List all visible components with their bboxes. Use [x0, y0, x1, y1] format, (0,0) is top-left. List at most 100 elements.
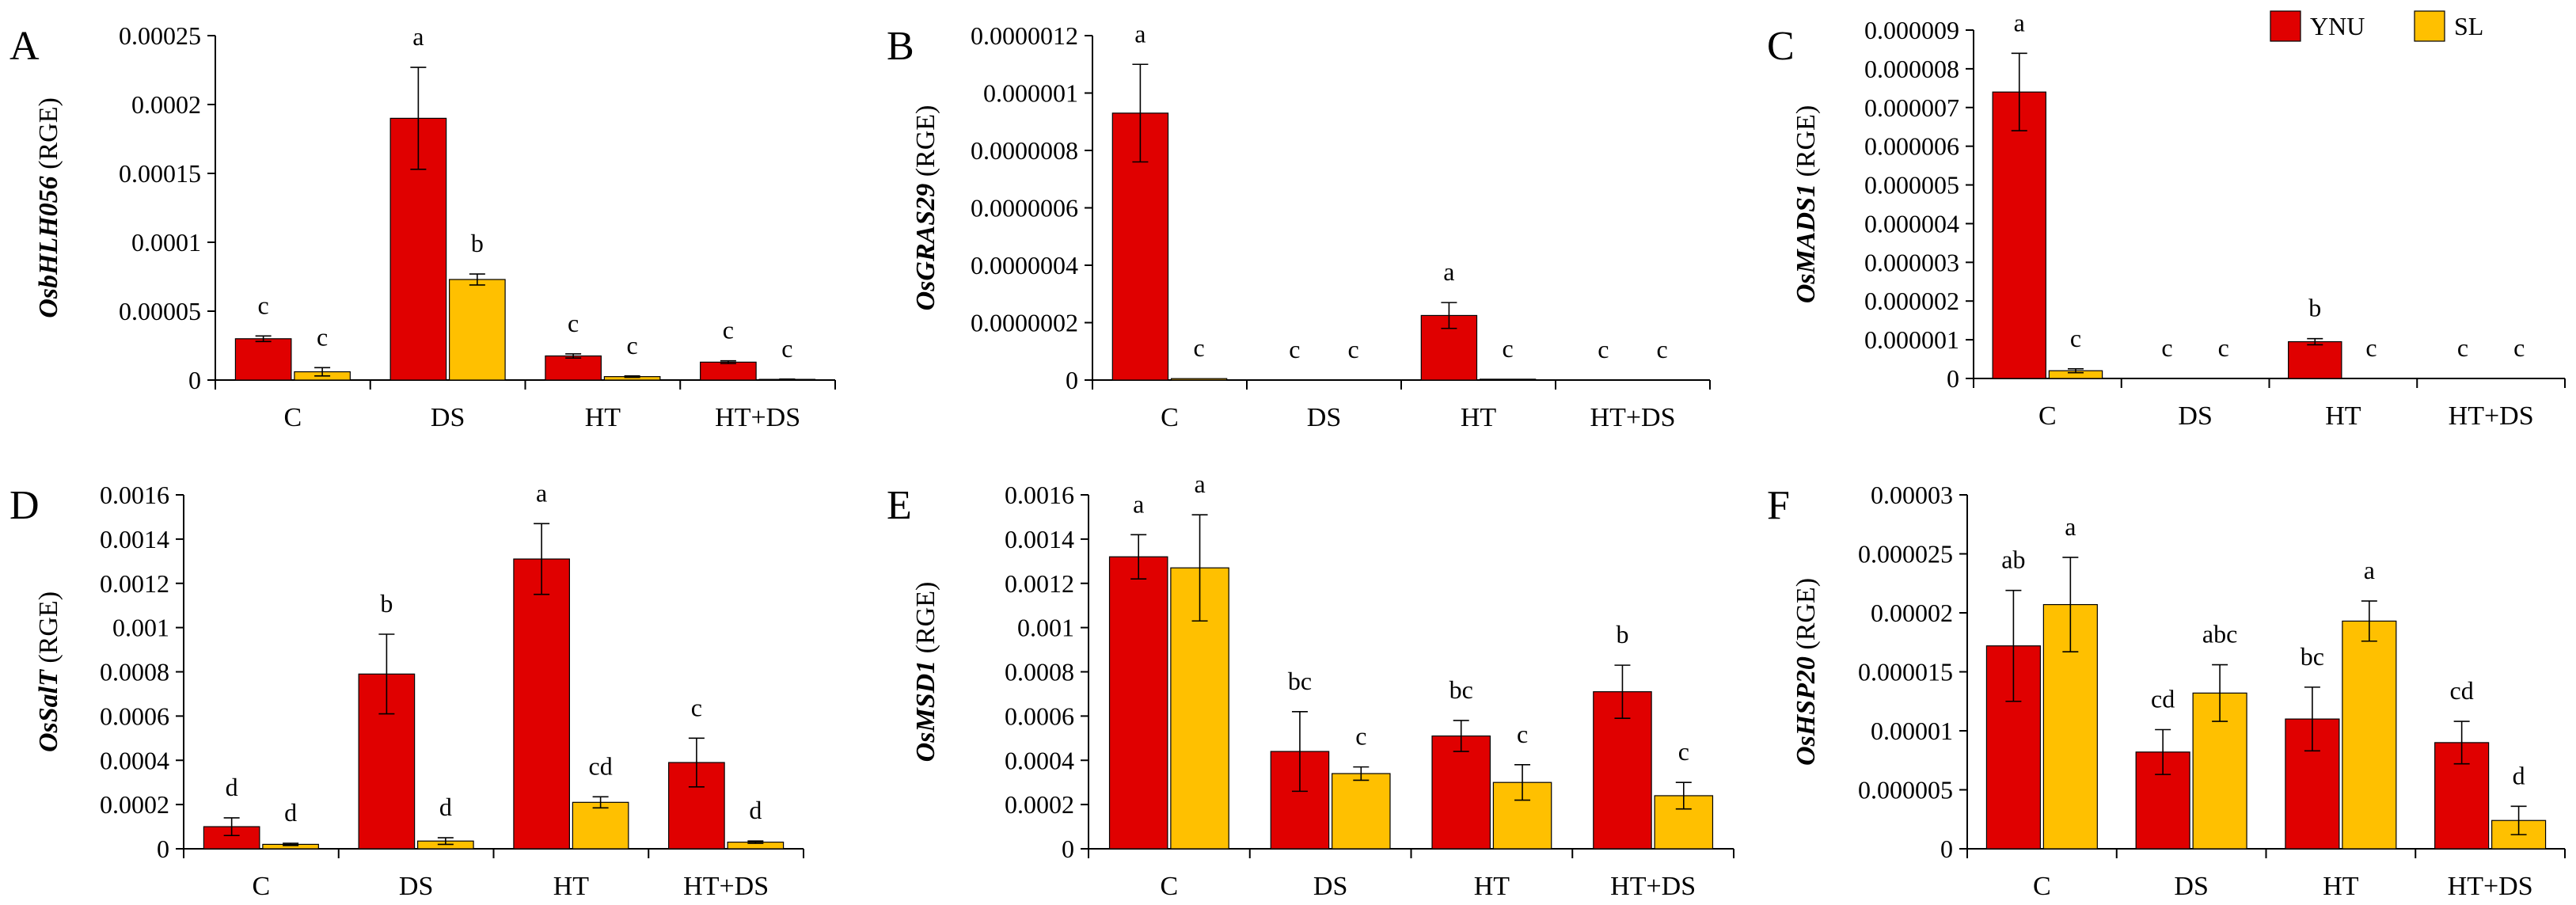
bar-ynu-c	[1108, 556, 1168, 850]
y-tick-label: 0.000005	[1858, 776, 1953, 804]
panel-letter: D	[9, 483, 40, 528]
significance-letter: a	[1443, 257, 1454, 286]
y-tick-label: 0.0016	[1005, 481, 1074, 509]
y-tick-label: 0.0000004	[971, 251, 1078, 279]
y-tick-label: 0.0012	[1005, 569, 1074, 598]
y-tick-label: 0.0001	[131, 228, 201, 257]
bar-sl-ds	[1332, 773, 1391, 850]
x-tick-label: DS	[2174, 872, 2208, 901]
y-tick-label: 0	[1066, 366, 1078, 394]
y-tick-label: 0.000004	[1864, 209, 1959, 238]
y-tick-label: 0.0014	[100, 525, 169, 553]
bar-ynu-ht	[1431, 735, 1491, 850]
significance-letter: c	[723, 316, 734, 344]
y-axis-title: OsGRAS29 (RGE)	[911, 105, 940, 311]
y-tick-label: 0.000008	[1864, 55, 1959, 83]
y-tick-label: 0	[1062, 835, 1074, 863]
significance-letter: cd	[2151, 685, 2175, 713]
y-tick-label: 0.000001	[983, 79, 1078, 108]
significance-letter: c	[2161, 333, 2172, 362]
legend: YNU SL	[2270, 10, 2483, 42]
significance-letter: d	[2513, 761, 2525, 789]
y-tick-label: 0.00001	[1871, 717, 1953, 745]
x-tick-label: HT	[1461, 403, 1497, 432]
significance-letter: d	[226, 773, 238, 801]
y-tick-label: 0.0000002	[971, 309, 1078, 337]
significance-letter: c	[781, 334, 792, 363]
significance-letter: a	[2364, 556, 2375, 584]
x-tick-label: DS	[1307, 403, 1341, 432]
y-tick-label: 0.000009	[1864, 16, 1959, 44]
bar-sl-ht	[2342, 620, 2397, 850]
significance-letter: a	[1134, 19, 1146, 48]
y-axis-unit: (RGE)	[911, 582, 940, 660]
significance-letter: a	[1133, 489, 1144, 518]
x-tick-label: HT+DS	[715, 403, 800, 432]
significance-letter: b	[2308, 294, 2321, 322]
y-tick-label: 0.000005	[1864, 171, 1959, 200]
x-tick-label: HT	[585, 403, 621, 432]
chart-panel-c: C OsMADS1 (RGE) 0 0.000001 0.000002 0.000003 0…	[1767, 8, 2566, 431]
panel-letter: C	[1767, 24, 1795, 69]
y-tick-label: 0	[1940, 835, 1953, 863]
significance-letter: c	[568, 309, 579, 337]
y-tick-label: 0	[157, 835, 169, 863]
y-tick-label: 0	[1947, 364, 1959, 393]
y-axis-gene: OsMADS1	[1791, 184, 1821, 303]
significance-letter: d	[439, 793, 452, 821]
y-axis-unit: (RGE)	[1791, 578, 1821, 656]
y-tick-label: 0.001	[1017, 614, 1074, 642]
significance-letter: a	[2014, 8, 2025, 36]
significance-letter: a	[412, 22, 424, 51]
y-axis-gene: OsHSP20	[1791, 656, 1821, 766]
significance-letter: c	[1502, 334, 1513, 363]
y-tick-label: 0	[188, 366, 201, 394]
x-tick-label: C	[253, 872, 271, 901]
y-tick-label: 0.0016	[100, 481, 169, 509]
significance-letter: c	[2457, 333, 2468, 362]
y-tick-label: 0.0002	[1005, 790, 1074, 819]
significance-letter: c	[2218, 333, 2229, 362]
significance-letter: c	[1289, 335, 1300, 363]
legend-swatch-sl	[2414, 10, 2445, 42]
x-tick-label: HT+DS	[1590, 403, 1676, 432]
y-axis-title: OsSalT (RGE)	[34, 591, 63, 752]
significance-letter: c	[1678, 737, 1689, 766]
x-tick-label: HT	[553, 872, 590, 901]
panel-letter: F	[1767, 483, 1790, 528]
chart-panel-b: B OsGRAS29 (RGE) 0 0.0000002 0.0000004 0.0000…	[887, 19, 1711, 432]
significance-letter: a	[536, 478, 547, 507]
significance-letter: cd	[589, 751, 613, 780]
x-tick-label: HT	[2323, 872, 2359, 901]
x-tick-label: DS	[2178, 401, 2212, 431]
y-tick-label: 0.0000008	[971, 136, 1078, 165]
y-tick-label: 0.000025	[1858, 540, 1953, 568]
y-axis-gene: OsSalT	[34, 669, 63, 752]
y-axis-unit: (RGE)	[34, 591, 63, 670]
significance-letter: c	[1355, 722, 1366, 751]
y-tick-label: 0.0004	[1005, 746, 1074, 774]
significance-letter: c	[2513, 333, 2525, 362]
x-tick-label: C	[1161, 872, 1179, 901]
y-tick-label: 0.00025	[119, 21, 201, 50]
significance-letter: d	[284, 798, 297, 827]
bar-ynu-c	[234, 338, 292, 381]
y-tick-label: 0.0008	[100, 658, 169, 686]
bar-ynu-ht	[545, 355, 602, 381]
y-tick-label: 0.000003	[1864, 248, 1959, 276]
significance-letter: d	[749, 796, 762, 824]
y-tick-label: 0.0004	[100, 746, 169, 774]
significance-letter: b	[1616, 620, 1628, 648]
significance-letter: c	[691, 693, 702, 721]
x-tick-label: HT+DS	[1610, 872, 1696, 901]
x-tick-label: HT	[1474, 872, 1510, 901]
y-axis-unit: (RGE)	[911, 105, 940, 184]
significance-letter: c	[1347, 335, 1358, 363]
significance-letter: a	[2065, 512, 2076, 541]
y-axis-gene: OsMSD1	[911, 660, 940, 762]
significance-letter: b	[471, 229, 484, 257]
legend-swatch-ynu	[2270, 10, 2301, 42]
x-tick-label: C	[284, 403, 302, 432]
x-tick-label: HT+DS	[2448, 872, 2533, 901]
panel-letter: A	[9, 24, 40, 69]
